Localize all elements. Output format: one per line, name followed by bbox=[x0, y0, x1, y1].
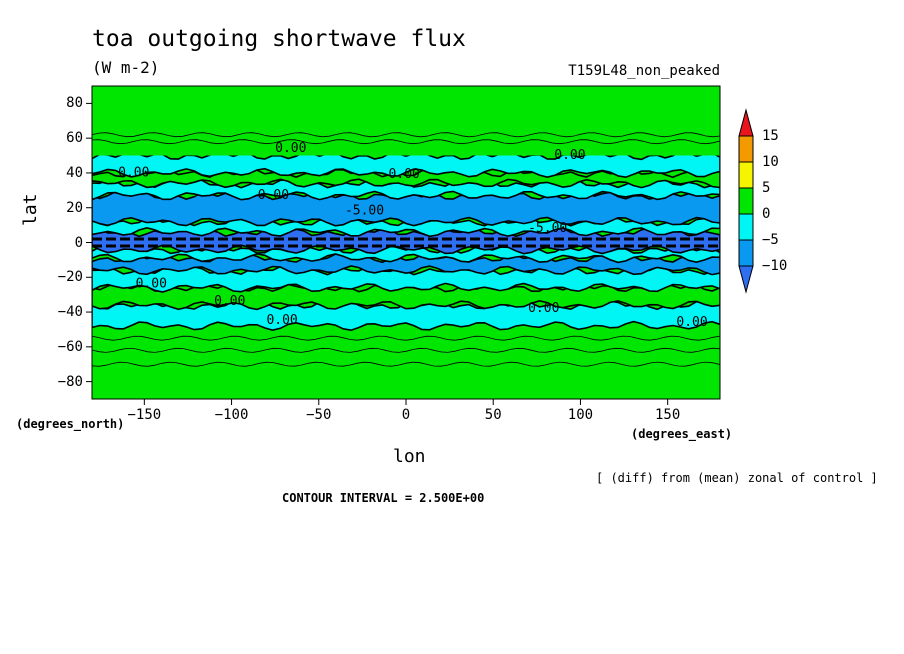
y-tick-label: 0 bbox=[74, 234, 83, 251]
thin-contour-0 bbox=[92, 132, 720, 138]
x-tick-label: 100 bbox=[567, 407, 594, 423]
colorbar-swatch bbox=[738, 161, 754, 189]
colorbar-level-label: −10 bbox=[762, 258, 788, 274]
x-tick-label: 0 bbox=[401, 407, 411, 423]
colorbar-level-label: 0 bbox=[762, 206, 771, 222]
colorbar-swatch bbox=[738, 239, 754, 267]
y-tick-label: −40 bbox=[57, 304, 83, 321]
contour-label: 0.00 bbox=[528, 301, 559, 316]
x-tick-label: −50 bbox=[306, 407, 332, 423]
contour-label: 0.00 bbox=[214, 294, 245, 309]
colorbar-level-label: −5 bbox=[762, 232, 779, 248]
y-tick-label: −80 bbox=[57, 373, 83, 390]
colorbar-bottom-arrow bbox=[738, 265, 754, 294]
colorbar-swatch bbox=[738, 135, 754, 163]
x-tick-label: −150 bbox=[127, 407, 162, 423]
x-tick-label: −100 bbox=[214, 407, 249, 423]
band-12 bbox=[92, 86, 720, 156]
colorbar-level-label: 10 bbox=[762, 154, 779, 170]
contour-label: 0.00 bbox=[389, 167, 420, 182]
band-8 bbox=[92, 190, 720, 227]
contour-label: 0.00 bbox=[554, 148, 585, 163]
y-tick-label: 60 bbox=[66, 130, 83, 147]
contour-label: 0.00 bbox=[266, 313, 297, 328]
contour-interval: CONTOUR INTERVAL = 2.500E+00 bbox=[282, 491, 485, 505]
colorbar-swatch bbox=[738, 187, 754, 215]
x-axis-label: lon bbox=[393, 446, 426, 467]
plot-area: 0.00 0.00 0.00 0.00 0.00 -5.00 -5.00 0.00 0.00 0.… bbox=[92, 86, 720, 399]
x-tick-label: 50 bbox=[484, 407, 502, 423]
thin-contour-4 bbox=[92, 361, 720, 367]
y-tick-label: 80 bbox=[66, 95, 83, 112]
x-axis-unit: (degrees_east) bbox=[631, 427, 733, 441]
y-tick-label: 20 bbox=[66, 199, 83, 216]
colorbar-top-arrow bbox=[738, 108, 754, 137]
colorbar-level-label: 15 bbox=[762, 128, 779, 144]
thin-contour-3 bbox=[92, 347, 720, 353]
y-tick-label: −20 bbox=[57, 269, 83, 286]
diff-note: [ (diff) from (mean) zonal of control ] bbox=[596, 471, 878, 485]
colorbar-swatch bbox=[738, 213, 754, 241]
thin-contour-2 bbox=[92, 335, 720, 341]
run-label: T159L48_non_peaked bbox=[568, 63, 720, 79]
chart-title: toa outgoing shortwave flux bbox=[92, 26, 466, 52]
contour-label: 0.00 bbox=[676, 315, 707, 330]
x-tick-label: 150 bbox=[655, 407, 681, 423]
contour-label: 0.00 bbox=[118, 165, 149, 180]
contour-label: -5.00 bbox=[528, 221, 567, 236]
contour-label: 0.00 bbox=[136, 277, 167, 292]
contour-label: 0.00 bbox=[258, 188, 289, 203]
colorbar-level-label: 5 bbox=[762, 180, 771, 196]
thin-contour-1 bbox=[92, 139, 720, 145]
contour-label: 0.00 bbox=[275, 141, 306, 156]
y-tick-label: 40 bbox=[66, 164, 83, 181]
band-0 bbox=[92, 325, 720, 399]
contour-label: -5.00 bbox=[345, 204, 384, 219]
y-tick-label: −60 bbox=[57, 338, 83, 355]
y-axis-unit: (degrees_north) bbox=[16, 417, 125, 431]
chart-units: (W m-2) bbox=[92, 58, 160, 77]
y-axis-label: lat bbox=[20, 193, 41, 226]
